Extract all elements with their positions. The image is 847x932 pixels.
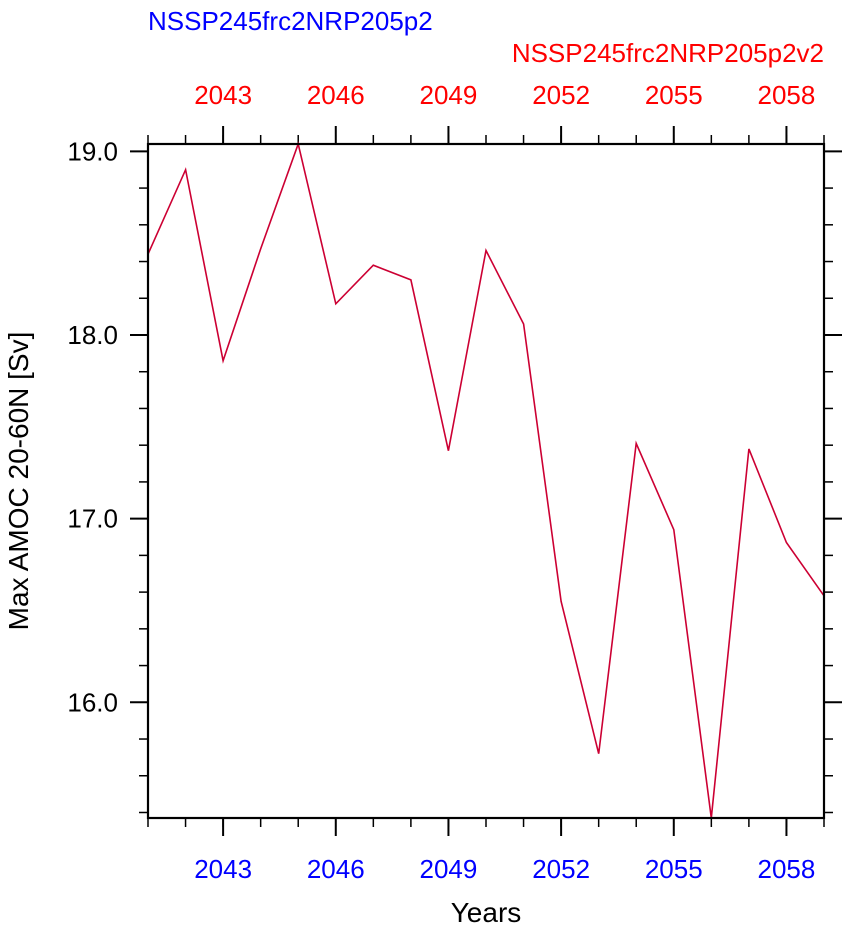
x-tick-label-bottom: 2052	[532, 854, 590, 884]
series-line	[147, 141, 825, 819]
y-tick-label: 16.0	[67, 687, 118, 717]
x-axis-label: Years	[451, 897, 522, 928]
x-tick-label-top: 2046	[307, 80, 365, 110]
y-tick-label: 19.0	[67, 136, 118, 166]
minor-ticks	[139, 135, 833, 827]
x-tick-label-top: 2058	[758, 80, 816, 110]
major-ticks	[130, 126, 842, 836]
x-tick-label-bottom: 2043	[194, 854, 252, 884]
y-tick-label: 17.0	[67, 504, 118, 534]
y-tick-label: 18.0	[67, 320, 118, 350]
x-tick-label-top: 2049	[420, 80, 478, 110]
plot-frame	[146, 142, 826, 820]
x-tick-label-bottom: 2046	[307, 854, 365, 884]
x-tick-label-top: 2043	[194, 80, 252, 110]
x-tick-label-bottom: 2049	[420, 854, 478, 884]
x-tick-label-top: 2055	[645, 80, 703, 110]
tick-labels: 2043 2043 2046 2046 2049 2049 2052 2052 2055 2055…	[67, 80, 815, 884]
left-title: NSSP245frc2NRP205p2	[148, 6, 433, 36]
x-tick-label-bottom: 2055	[645, 854, 703, 884]
x-tick-label-bottom: 2058	[758, 854, 816, 884]
x-tick-label-top: 2052	[532, 80, 590, 110]
right-title: NSSP245frc2NRP205p2v2	[512, 38, 824, 68]
y-axis-label: Max AMOC 20-60N [Sv]	[3, 332, 34, 631]
